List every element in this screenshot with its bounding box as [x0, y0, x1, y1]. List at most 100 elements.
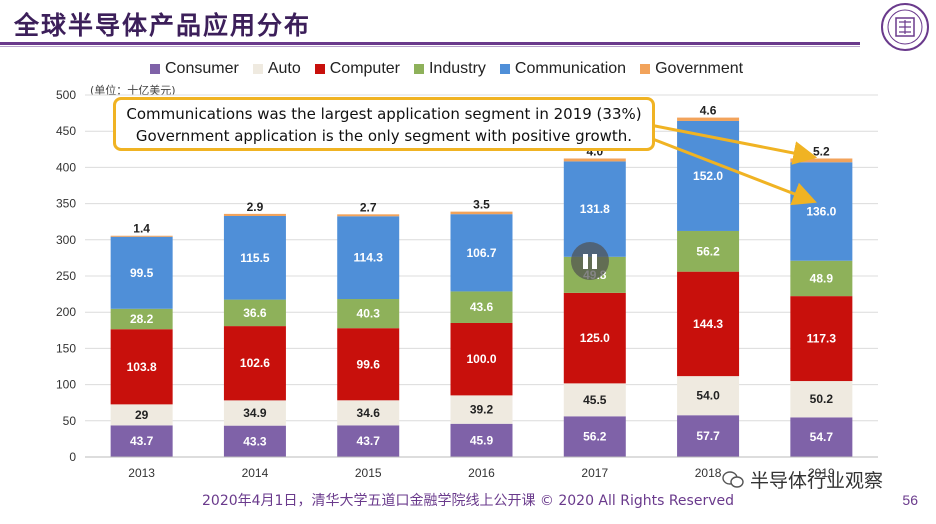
page-number: 56 [902, 492, 918, 508]
legend-label: Auto [267, 60, 301, 77]
data-label: 45.5 [583, 393, 607, 407]
legend-item-government: Government [640, 60, 743, 78]
chart-legend: Consumer Auto Computer Industry Communicatio… [150, 58, 743, 80]
data-label: 131.8 [580, 202, 610, 216]
data-label: 144.3 [693, 317, 723, 331]
legend-label: Industry [428, 60, 486, 77]
bar-segment-communication [450, 214, 513, 292]
y-tick-label: 0 [69, 450, 76, 464]
video-pause-button[interactable] [571, 242, 609, 280]
data-label: 40.3 [357, 307, 381, 321]
bar-segment-industry [790, 260, 853, 297]
data-label: 36.6 [243, 306, 267, 320]
bar-segment-communication [790, 162, 853, 261]
bar-segment-auto [450, 395, 513, 424]
legend-label: Government [655, 60, 744, 77]
bar-segment-consumer [223, 425, 286, 457]
data-label: 1.4 [133, 222, 150, 236]
y-tick-label: 400 [56, 160, 76, 174]
data-label: 102.6 [240, 356, 270, 370]
bar-segment-computer [110, 329, 173, 405]
bar-segment-auto [790, 381, 853, 418]
unit-label: (单位：十亿美元) [90, 84, 176, 97]
data-label: 57.7 [696, 429, 720, 443]
bar-segment-auto [677, 376, 740, 416]
legend-item-consumer: Consumer [150, 60, 239, 78]
bar-segment-consumer [110, 425, 173, 457]
bar-segment-auto [337, 400, 400, 426]
slide-title: 全球半导体产品应用分布 [14, 11, 312, 40]
title-divider [0, 42, 860, 45]
data-label: 39.2 [470, 403, 494, 417]
bar-segment-computer [337, 328, 400, 401]
data-label: 99.5 [130, 266, 154, 280]
y-tick-label: 100 [56, 378, 76, 392]
bar-segment-consumer [790, 417, 853, 457]
bar-segment-auto [110, 404, 173, 426]
bar-segment-consumer [563, 416, 626, 457]
bar-segment-industry [110, 308, 173, 330]
x-tick-label: 2014 [242, 466, 269, 480]
data-label: 103.8 [127, 360, 157, 374]
bar-segment-communication [563, 161, 626, 257]
bar-segment-communication [337, 216, 400, 300]
data-label: 2.7 [360, 200, 377, 214]
data-label: 43.3 [243, 434, 267, 448]
bar-segment-consumer [337, 425, 400, 457]
pause-icon-bar [592, 253, 597, 269]
title-divider-thin [0, 46, 860, 47]
y-tick-label: 200 [56, 305, 76, 319]
y-tick-label: 500 [56, 88, 76, 102]
x-tick-label: 2018 [695, 466, 722, 480]
legend-swatch [150, 64, 160, 74]
bar-segment-industry [337, 299, 400, 329]
data-label: 43.7 [357, 434, 381, 448]
bar-segment-computer [563, 292, 626, 384]
legend-item-auto: Auto [252, 60, 301, 78]
bar-segment-government [337, 214, 400, 217]
legend-item-computer: Computer [314, 60, 400, 78]
data-label: 43.6 [470, 300, 494, 314]
data-label: 2.9 [247, 200, 264, 214]
data-label: 3.5 [473, 198, 490, 212]
y-tick-label: 350 [56, 197, 76, 211]
data-label: 43.7 [130, 434, 154, 448]
bar-segment-industry [223, 299, 286, 327]
legend-swatch [252, 64, 263, 74]
pause-icon [583, 253, 588, 269]
watermark: 半导体行业观察 [722, 466, 883, 493]
data-label: 106.7 [466, 246, 496, 260]
data-label: 28.2 [130, 312, 154, 326]
data-label: 115.5 [240, 251, 270, 265]
bar-segment-communication [223, 215, 286, 300]
callout-arrow-government [649, 123, 818, 165]
x-tick-label: 2017 [581, 466, 608, 480]
bar-segment-auto [223, 400, 286, 426]
data-label: 45.9 [470, 433, 494, 447]
legend-label: Communication [514, 60, 627, 77]
legend-swatch [640, 64, 651, 74]
bar-segment-computer [223, 326, 286, 401]
bar-segment-industry [677, 230, 740, 272]
data-label: 114.3 [354, 251, 384, 265]
bar-segment-consumer [677, 415, 740, 457]
y-tick-label: 50 [63, 414, 77, 428]
legend-item-industry: Industry [413, 60, 486, 78]
data-label: 50.2 [810, 392, 834, 406]
bar-segment-government [223, 213, 286, 216]
bar-segment-consumer [450, 423, 513, 457]
legend-label: Computer [329, 60, 400, 77]
data-label: 48.9 [810, 271, 834, 285]
bar-segment-computer [790, 296, 853, 382]
callout-line-2: Government application is the only segme… [135, 127, 633, 145]
data-label: 34.6 [357, 406, 381, 420]
data-label: 5.2 [813, 144, 830, 158]
legend-label: Consumer [165, 60, 239, 77]
legend-item-communication: Communication [499, 60, 627, 78]
y-tick-label: 450 [56, 124, 76, 138]
watermark-text: 半导体行业观察 [750, 470, 884, 492]
bar-segment-computer [450, 322, 513, 396]
x-tick-label: 2015 [355, 466, 382, 480]
callout-box: Communications was the largest applicati… [113, 97, 655, 151]
